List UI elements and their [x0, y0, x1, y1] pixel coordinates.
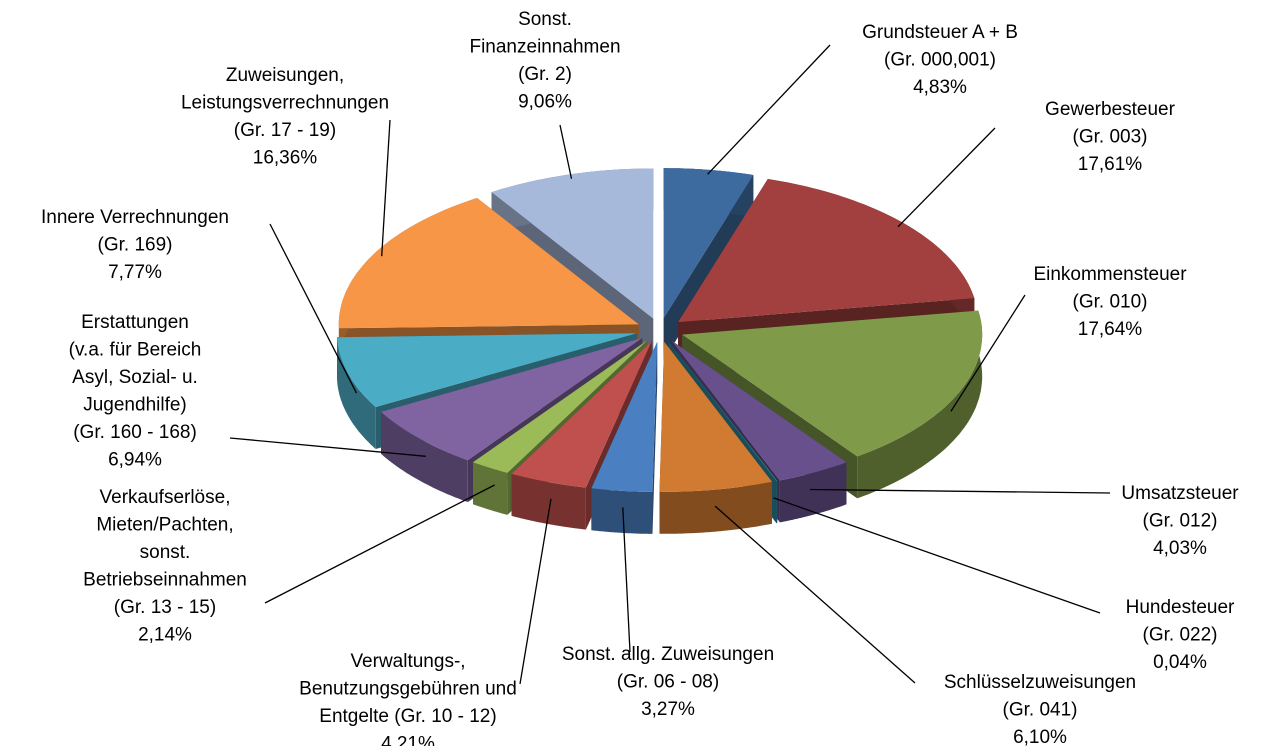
leader-line	[714, 505, 916, 684]
value-label: 0,04%	[1153, 652, 1207, 673]
slice-label: Jugendhilfe)	[83, 395, 187, 416]
slice-label: Einkommensteuer	[1033, 264, 1187, 285]
leader-line	[622, 507, 631, 653]
slice-label: (v.a. für Bereich	[69, 340, 202, 361]
slice-label: (Gr. 000,001)	[884, 50, 996, 71]
value-label: 7,77%	[108, 262, 162, 283]
leader-line	[707, 44, 831, 175]
slice-label: (Gr. 022)	[1143, 625, 1218, 646]
slice-top	[381, 338, 643, 461]
slice-label: (Gr. 17 - 19)	[234, 120, 336, 141]
slice-top	[473, 340, 648, 473]
value-label: 2,14%	[138, 625, 192, 646]
slice-label: Benutzungsgebühren und	[299, 679, 517, 700]
slice	[659, 341, 772, 534]
value-label: 16,36%	[253, 148, 318, 169]
value-label: 6,10%	[1013, 727, 1067, 746]
slice-wall	[511, 473, 586, 530]
value-label: 4,21%	[381, 734, 435, 746]
slice-top	[668, 341, 778, 482]
value-label: 17,61%	[1078, 154, 1143, 175]
slice-wall	[776, 481, 778, 524]
slice-label: (Gr. 169)	[98, 235, 173, 256]
slice-top	[682, 310, 983, 457]
slice-label: (Gr. 06 - 08)	[617, 672, 719, 693]
leader-line	[381, 119, 391, 257]
slice-label: (Gr. 010)	[1073, 292, 1148, 313]
slice-label: (Gr. 003)	[1073, 127, 1148, 148]
leader-line	[229, 437, 426, 457]
slice-label: Hundesteuer	[1126, 597, 1235, 618]
slice-label: Leistungsverrechnungen	[181, 93, 389, 114]
slice-label: Entgelte (Gr. 10 - 12)	[319, 706, 496, 727]
slice-label: Gewerbesteuer	[1045, 99, 1176, 120]
leader-line	[950, 294, 1026, 412]
slice-label: (Gr. 160 - 168)	[73, 422, 197, 443]
slice-wall	[591, 488, 653, 534]
leader-line	[264, 484, 495, 604]
slice-label: Zuweisungen,	[226, 65, 344, 86]
slice-wall	[659, 481, 772, 534]
value-label: 4,03%	[1153, 538, 1207, 559]
value-label: 17,64%	[1078, 319, 1143, 340]
slice-label: Schlüsselzuweisungen	[944, 672, 1136, 693]
slice-label: Verkaufserlöse,	[100, 487, 231, 508]
slice-top	[511, 341, 652, 488]
leader-line	[519, 498, 552, 685]
slice-label: Asyl, Sozial- u.	[72, 367, 198, 388]
leader-line	[773, 497, 1101, 614]
value-label: 6,94%	[108, 450, 162, 471]
slice-label: (Gr. 13 - 15)	[114, 597, 216, 618]
slice-top	[678, 179, 975, 323]
slice-top	[671, 340, 847, 481]
leader-line	[559, 124, 573, 179]
slice-wall	[381, 411, 468, 503]
value-label: 9,06%	[518, 92, 572, 113]
slice-side	[652, 341, 658, 534]
slice-label: (Gr. 012)	[1143, 511, 1218, 532]
slice-label: sonst.	[140, 542, 191, 563]
slice-label: Betriebseinnahmen	[83, 570, 247, 591]
slice-top	[663, 168, 754, 319]
slice	[591, 341, 658, 534]
value-label: 4,83%	[913, 77, 967, 98]
slice-label: Innere Verrechnungen	[41, 207, 229, 228]
leader-line	[810, 488, 1111, 494]
slice-label: Grundsteuer A + B	[862, 22, 1018, 43]
slice-wall	[779, 462, 847, 523]
slice-label: (Gr. 041)	[1003, 700, 1078, 721]
slice-label: Sonst.	[518, 9, 572, 30]
slice-wall	[473, 462, 508, 515]
slice-label: Sonst. allg. Zuweisungen	[562, 644, 774, 665]
slice-label: Finanzeinnahmen	[469, 37, 620, 58]
slice-top	[491, 168, 654, 319]
slice-label: (Gr. 2)	[518, 64, 572, 85]
slice-wall	[857, 310, 983, 499]
slice-top	[337, 333, 637, 407]
slice-label: Verwaltungs-,	[350, 651, 465, 672]
slice-label: Umsatzsteuer	[1121, 483, 1239, 504]
slice-top	[591, 341, 658, 492]
leader-line	[269, 223, 358, 394]
value-label: 3,27%	[641, 699, 695, 720]
slice-top	[338, 198, 639, 329]
slice-top	[659, 341, 772, 492]
slice-label: Erstattungen	[81, 312, 189, 333]
slice-label: Mieten/Pachten,	[96, 515, 233, 536]
leader-line	[897, 127, 996, 228]
